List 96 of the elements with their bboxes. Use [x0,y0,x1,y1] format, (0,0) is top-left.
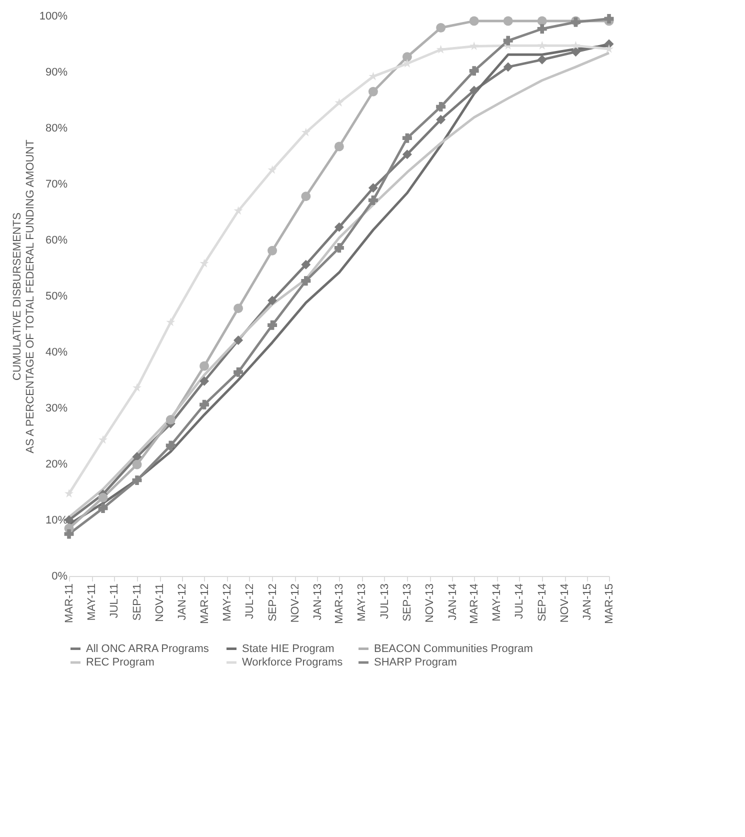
legend-label: State HIE Program [242,642,334,655]
legend-label: REC Program [86,656,154,668]
x-tick-label: JUL-11 [108,584,121,618]
legend-label: BEACON Communities Program [374,642,533,655]
point [469,16,479,26]
point [132,383,142,392]
point [503,16,513,26]
x-tick-label: MAR-11 [64,584,76,624]
point [334,243,344,253]
y-tick-label: 60% [45,234,68,246]
x-tick-label: JAN-12 [176,584,189,620]
point [166,318,176,326]
point [200,400,210,410]
point [570,47,580,57]
point [234,304,244,314]
point [537,54,547,64]
point [368,86,378,96]
x-tick-label: MAY-14 [491,584,504,622]
point [436,102,446,112]
y-tick-label: 40% [45,346,68,358]
x-tick-label: NOV-11 [154,584,166,622]
x-tick-label: SEP-11 [132,584,144,621]
point [301,128,310,136]
point [402,133,412,143]
x-tick-label: NOV-14 [559,584,572,623]
legend-label: All ONC ARRA Programs [86,642,210,655]
point [234,335,244,345]
point [571,40,580,50]
x-tick-label: SEP-13 [402,584,414,622]
point [268,246,278,256]
y-tick-label: 90% [45,66,68,78]
x-tick-label: JUL-13 [378,584,391,619]
point [538,40,547,50]
x-tick-label: MAR-14 [468,584,481,624]
x-tick-label: MAY-13 [356,584,368,622]
x-tick-label: JAN-13 [312,584,324,620]
x-tick-label: JAN-15 [582,584,594,620]
point [469,66,479,76]
point [132,452,142,462]
point [234,367,244,377]
y-tick-label: 70% [45,178,68,190]
point [436,23,446,32]
point [98,503,108,513]
point [64,488,74,498]
point [436,114,446,124]
point [334,98,344,107]
x-tick-label: JUL-12 [244,584,256,619]
x-tick-label: MAR-13 [334,584,346,624]
point [132,475,142,485]
point [166,415,176,424]
point [268,296,278,306]
point [503,62,513,72]
y-tick-label: 20% [45,458,68,470]
point [301,260,311,270]
x-tick-label: MAY-12 [221,584,234,622]
point [268,320,278,330]
point [503,36,513,46]
point [200,376,210,386]
point [132,460,142,470]
y-tick-label: 80% [45,122,68,134]
point [268,165,277,174]
y-tick-label: 10% [45,514,68,526]
point [334,222,344,232]
point [402,150,412,160]
point [98,492,108,502]
point [98,435,108,444]
legend-label: Workforce Programs [242,656,344,668]
x-tick-label: MAR-15 [604,584,616,624]
y-tick-label: 100% [39,10,68,22]
x-tick-label: SEP-12 [266,584,279,622]
point [64,529,74,539]
point [166,440,176,450]
y-tick-label: 0% [52,570,68,582]
point [200,361,210,371]
point [234,206,243,215]
x-tick-label: JAN-14 [446,584,459,620]
legend-label: SHARP Program [374,656,457,668]
point [368,183,378,193]
x-tick-label: NOV-13 [424,584,436,623]
point [537,24,547,34]
point [402,52,412,62]
y-tick-label: 50% [45,290,68,302]
point [301,276,311,286]
point [200,258,209,268]
point [334,142,344,152]
point [301,192,311,202]
x-tick-label: MAR-12 [198,584,211,624]
point [368,195,378,205]
x-tick-label: JUL-14 [514,584,526,619]
x-tick-label: SEP-14 [536,584,549,622]
y-tick-label: 30% [45,402,68,414]
y-axis-title: CUMULATIVE DISBURSEMENTS AS A PERCENTAGE OF TOTAL FEDERAL FUNDING AMOUNT [11,139,36,454]
x-tick-label: MAY-11 [86,584,98,621]
point [469,86,479,96]
x-tick-label: NOV-12 [289,584,302,623]
point [470,41,479,50]
